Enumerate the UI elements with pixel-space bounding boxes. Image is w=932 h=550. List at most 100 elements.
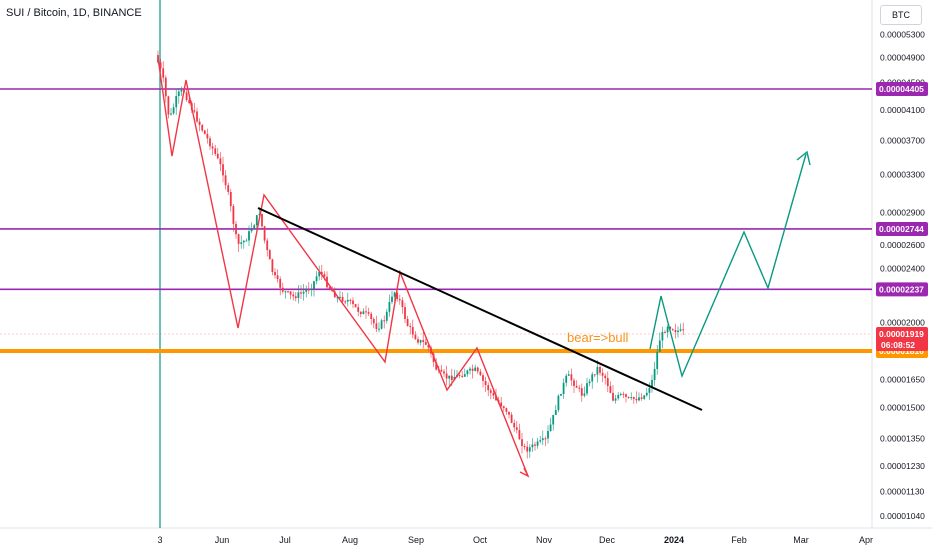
candle-body bbox=[323, 274, 326, 277]
candle-body bbox=[643, 395, 646, 399]
candle-body bbox=[229, 192, 232, 207]
candle-body bbox=[162, 68, 165, 78]
candle-body bbox=[362, 311, 365, 315]
candle-body bbox=[388, 301, 391, 312]
candle-body bbox=[658, 340, 661, 352]
candle-body bbox=[575, 385, 578, 388]
candle-body bbox=[489, 390, 492, 393]
price-axis[interactable]: 0.000053000.000049000.000045000.00004100… bbox=[880, 29, 925, 521]
candle-body bbox=[640, 397, 643, 399]
candle-body bbox=[404, 307, 406, 319]
candle-body bbox=[307, 289, 310, 291]
candle-body bbox=[279, 279, 282, 288]
candle-body bbox=[638, 397, 640, 401]
candle-body bbox=[632, 397, 635, 399]
candle-body bbox=[411, 327, 414, 335]
time-axis[interactable]: 3 Jun Jul Aug Sep Oct Nov Dec 2024 Feb Mar Apr bbox=[157, 535, 873, 545]
candle-body bbox=[422, 340, 425, 342]
candle-body bbox=[310, 288, 313, 290]
candle-body bbox=[219, 158, 222, 165]
time-tick-label: Jun bbox=[215, 535, 230, 545]
price-tick-label: 0.00001500 bbox=[880, 403, 925, 413]
time-tick-label: Feb bbox=[731, 535, 747, 545]
candle-body bbox=[515, 427, 518, 430]
candle-body bbox=[375, 323, 378, 330]
candle-body bbox=[606, 378, 609, 387]
candle-body bbox=[487, 385, 490, 391]
candle-body bbox=[320, 271, 323, 275]
candle-body bbox=[505, 408, 508, 412]
candle-body bbox=[302, 291, 305, 294]
candle-body bbox=[552, 414, 555, 425]
candle-body bbox=[393, 292, 396, 297]
candle-body bbox=[203, 130, 206, 135]
candle-body bbox=[677, 330, 679, 333]
candle-body bbox=[271, 259, 274, 272]
candle-body bbox=[440, 369, 443, 372]
candle-body bbox=[682, 329, 685, 331]
descending-trendline[interactable] bbox=[257, 207, 703, 411]
candle-body bbox=[318, 271, 321, 277]
price-axis-badges: 0.000044050.000027440.000022370.00001816… bbox=[876, 82, 928, 358]
candle-body bbox=[414, 334, 417, 340]
candle-body bbox=[596, 366, 599, 375]
candle-body bbox=[427, 344, 430, 348]
time-tick-label: Mar bbox=[793, 535, 809, 545]
candle-body bbox=[235, 223, 237, 235]
candlestick-series bbox=[157, 50, 685, 459]
candle-body bbox=[378, 328, 380, 330]
candle-body bbox=[586, 383, 588, 394]
candle-body bbox=[565, 375, 568, 383]
candle-body bbox=[209, 138, 211, 147]
candle-body bbox=[591, 374, 594, 382]
candle-body bbox=[216, 153, 219, 159]
candle-body bbox=[671, 329, 674, 331]
candle-body bbox=[297, 292, 300, 299]
candle-body bbox=[450, 375, 453, 381]
candle-body bbox=[206, 134, 209, 139]
candle-body bbox=[357, 307, 360, 312]
candle-body bbox=[549, 424, 552, 432]
bar-countdown-label: 06:08:52 bbox=[881, 340, 915, 350]
candle-body bbox=[352, 300, 354, 305]
candle-body bbox=[164, 77, 167, 97]
candle-body bbox=[664, 331, 666, 333]
candle-body bbox=[359, 311, 362, 315]
bear-bull-annotation[interactable]: bear=>bull bbox=[567, 330, 629, 345]
candle-body bbox=[580, 388, 583, 396]
candle-body bbox=[180, 89, 183, 92]
candle-body bbox=[398, 299, 401, 301]
projection-path-drawing[interactable] bbox=[649, 153, 807, 379]
price-tick-label: 0.00002400 bbox=[880, 264, 925, 274]
current-price-badge bbox=[876, 327, 928, 351]
candle-body bbox=[573, 380, 575, 386]
candle-body bbox=[661, 331, 664, 341]
candle-body bbox=[651, 379, 653, 389]
candle-body bbox=[305, 289, 308, 292]
currency-button[interactable]: BTC bbox=[880, 5, 922, 25]
candle-body bbox=[263, 226, 266, 241]
candle-body bbox=[554, 410, 557, 415]
candle-body bbox=[211, 146, 214, 149]
zigzag-pattern-drawing[interactable] bbox=[157, 57, 529, 477]
candle-body bbox=[617, 394, 620, 399]
candle-body bbox=[523, 445, 526, 447]
candle-body bbox=[570, 374, 573, 381]
candle-body bbox=[349, 299, 352, 301]
price-tick-label: 0.00005300 bbox=[880, 29, 925, 39]
price-tick-label: 0.00004900 bbox=[880, 53, 925, 63]
candle-body bbox=[289, 291, 292, 295]
candle-body bbox=[557, 395, 560, 411]
candle-body bbox=[346, 299, 349, 302]
time-tick-label: Apr bbox=[859, 535, 873, 545]
price-level-badge bbox=[876, 282, 928, 297]
candle-body bbox=[383, 320, 386, 322]
price-level-lines[interactable] bbox=[0, 88, 872, 353]
candle-body bbox=[385, 311, 388, 321]
candle-body bbox=[609, 386, 612, 393]
candle-body bbox=[653, 368, 656, 380]
candle-body bbox=[294, 296, 297, 299]
time-tick-label: 2024 bbox=[664, 535, 684, 545]
candle-body bbox=[476, 367, 479, 372]
